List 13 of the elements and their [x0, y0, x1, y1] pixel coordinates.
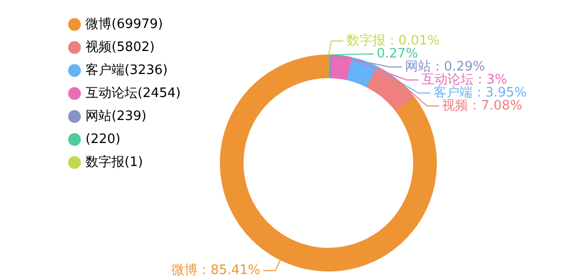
- legend-label: 网站(239): [86, 108, 146, 124]
- data-label: 微博：85.41%: [172, 262, 260, 278]
- legend-label: 微博(69979): [86, 16, 163, 32]
- data-label: 客户端：3.95%: [433, 84, 527, 100]
- data-label: 0.27%: [376, 46, 418, 62]
- legend-label: (220): [86, 132, 120, 147]
- legend-label: 视频(5802): [86, 40, 155, 55]
- data-label: 网站：0.29%: [404, 59, 486, 74]
- data-label: 数字报：0.01%: [346, 32, 440, 48]
- legend-label: 数字报(1): [86, 154, 143, 170]
- legend-label: 客户端(3236): [86, 62, 168, 78]
- data-label: 视频：7.08%: [442, 98, 522, 114]
- legend-label: 互动论坛(2454): [86, 86, 181, 101]
